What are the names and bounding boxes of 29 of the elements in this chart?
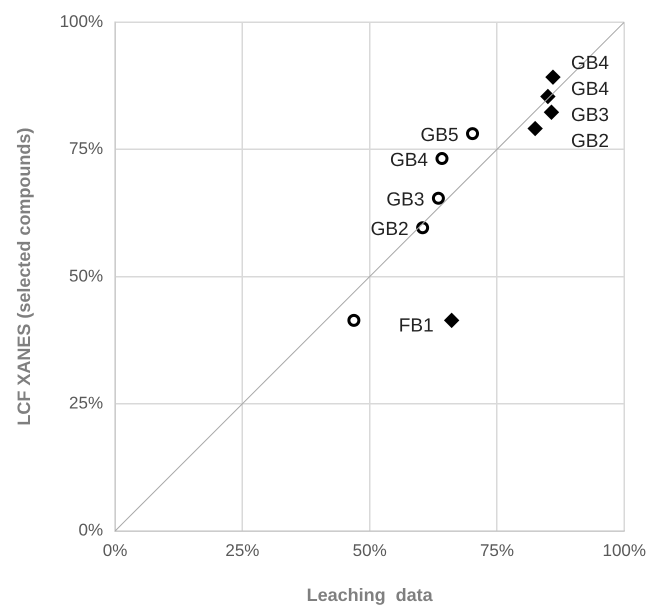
y-tick-label: 75% (69, 139, 104, 158)
point (435, 152, 448, 166)
data-label: GB4 (570, 79, 610, 100)
x-tick-label: 0% (102, 540, 128, 560)
data-label: GB4 (570, 53, 610, 74)
point (544, 104, 559, 120)
x-tick-label: 50% (352, 540, 387, 560)
point (466, 127, 480, 140)
data-label: GB3 (570, 105, 610, 126)
point (347, 314, 360, 327)
data-label: GB2 (370, 218, 409, 240)
x-tick-label: 25% (225, 540, 260, 560)
y-tick-label: 25% (69, 393, 104, 412)
y-tick-label: 100% (60, 12, 104, 31)
data-label: GB3 (386, 189, 424, 210)
data-label: GB2 (570, 131, 610, 152)
y-tick-label: 50% (69, 266, 104, 286)
y-tick-label: 0% (78, 520, 104, 540)
x-axis-title: Leaching data (306, 585, 434, 606)
point (545, 70, 560, 85)
data-label: GB5 (420, 124, 459, 146)
x-tick-label: 75% (480, 540, 514, 560)
data-label: GB4 (390, 150, 428, 171)
point (432, 192, 445, 205)
x-tick-label: 100% (602, 540, 646, 560)
point (444, 312, 460, 328)
y-axis-title: LCF XANES (selected compounds) (14, 128, 34, 426)
data-label: FB1 (398, 316, 434, 337)
point (528, 121, 543, 136)
